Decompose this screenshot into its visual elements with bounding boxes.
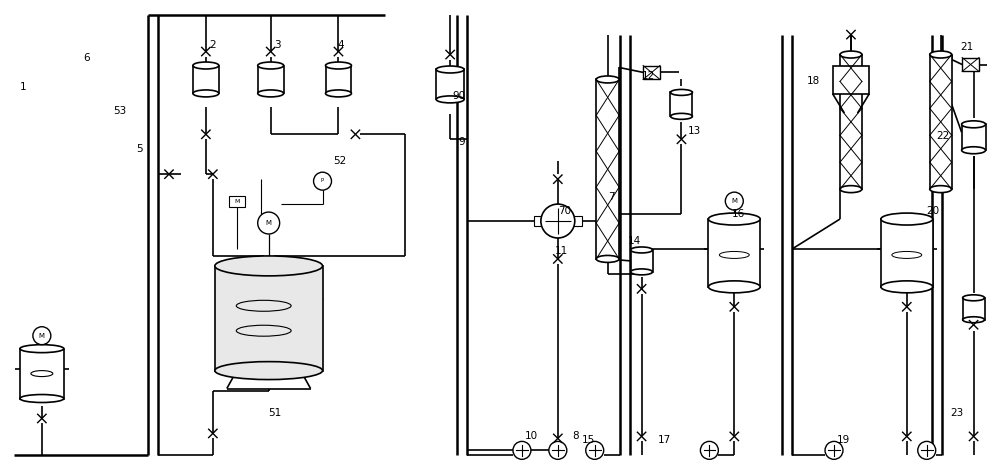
Ellipse shape [258, 90, 284, 97]
Text: 21: 21 [961, 42, 974, 52]
Ellipse shape [631, 269, 653, 275]
Circle shape [258, 212, 280, 234]
Circle shape [918, 441, 936, 459]
Bar [833, 67, 869, 94]
Text: 6: 6 [83, 53, 90, 62]
Text: 1: 1 [19, 83, 26, 92]
Text: M: M [39, 333, 45, 339]
Text: 7: 7 [608, 192, 614, 202]
Ellipse shape [20, 394, 64, 402]
Text: 22: 22 [937, 131, 950, 141]
Ellipse shape [881, 281, 933, 293]
Text: 2: 2 [209, 39, 215, 50]
Bar [193, 66, 219, 93]
Text: 11: 11 [555, 246, 568, 256]
Ellipse shape [930, 51, 952, 58]
Bar [436, 69, 464, 99]
Text: M: M [266, 220, 272, 226]
Ellipse shape [258, 62, 284, 69]
Ellipse shape [326, 90, 351, 97]
Text: 12: 12 [642, 71, 655, 82]
Bar [930, 54, 952, 189]
Ellipse shape [840, 186, 862, 193]
Bar [631, 250, 653, 272]
Text: 8: 8 [572, 431, 578, 441]
Circle shape [549, 441, 567, 459]
Circle shape [541, 204, 575, 238]
Text: 17: 17 [658, 435, 671, 446]
Ellipse shape [963, 295, 985, 301]
Ellipse shape [596, 256, 619, 263]
Ellipse shape [963, 317, 985, 323]
Text: 14: 14 [628, 236, 641, 246]
Text: 13: 13 [687, 126, 701, 136]
Ellipse shape [840, 51, 862, 58]
Ellipse shape [436, 96, 464, 103]
Bar [881, 219, 933, 287]
Text: 53: 53 [113, 106, 126, 116]
Text: 16: 16 [732, 209, 746, 219]
Bar [326, 66, 351, 93]
Text: 5: 5 [136, 144, 143, 154]
Bar [20, 348, 64, 399]
Text: 20: 20 [927, 206, 940, 216]
Circle shape [586, 441, 604, 459]
Text: 52: 52 [333, 156, 347, 166]
Ellipse shape [326, 62, 351, 69]
Bar [596, 79, 619, 259]
Ellipse shape [670, 113, 692, 119]
Circle shape [725, 192, 743, 210]
Ellipse shape [631, 247, 653, 253]
Bar [229, 196, 245, 207]
Circle shape [513, 441, 531, 459]
Circle shape [825, 441, 843, 459]
Ellipse shape [596, 76, 619, 83]
Text: 3: 3 [274, 39, 280, 50]
Ellipse shape [962, 147, 986, 154]
Bar [215, 266, 323, 371]
Ellipse shape [930, 186, 952, 193]
Text: M: M [234, 199, 239, 204]
Bar [670, 92, 692, 116]
Ellipse shape [215, 362, 323, 379]
Ellipse shape [193, 90, 219, 97]
Bar [534, 216, 582, 226]
Ellipse shape [436, 66, 464, 73]
Bar [962, 124, 986, 150]
Text: P: P [321, 178, 324, 182]
Ellipse shape [708, 213, 760, 225]
Circle shape [314, 172, 332, 190]
Bar [643, 66, 660, 79]
Bar [963, 298, 985, 320]
Ellipse shape [193, 62, 219, 69]
Text: 18: 18 [807, 76, 820, 86]
Text: 51: 51 [269, 408, 282, 418]
Ellipse shape [215, 256, 323, 276]
Text: 70: 70 [558, 206, 571, 216]
Bar [962, 58, 979, 71]
Text: 10: 10 [525, 431, 538, 441]
Text: 9: 9 [458, 137, 465, 147]
Bar [840, 54, 862, 189]
Text: M: M [731, 198, 737, 204]
Ellipse shape [881, 213, 933, 225]
Bar [258, 66, 284, 93]
Text: 19: 19 [837, 435, 850, 446]
Text: 15: 15 [582, 435, 595, 446]
Ellipse shape [962, 121, 986, 128]
Text: 90: 90 [452, 91, 465, 101]
Text: 23: 23 [951, 408, 964, 418]
Bar [708, 219, 760, 287]
Ellipse shape [708, 281, 760, 293]
Text: 4: 4 [337, 39, 344, 50]
Ellipse shape [20, 345, 64, 353]
Ellipse shape [670, 90, 692, 95]
Circle shape [33, 327, 51, 345]
Circle shape [700, 441, 718, 459]
